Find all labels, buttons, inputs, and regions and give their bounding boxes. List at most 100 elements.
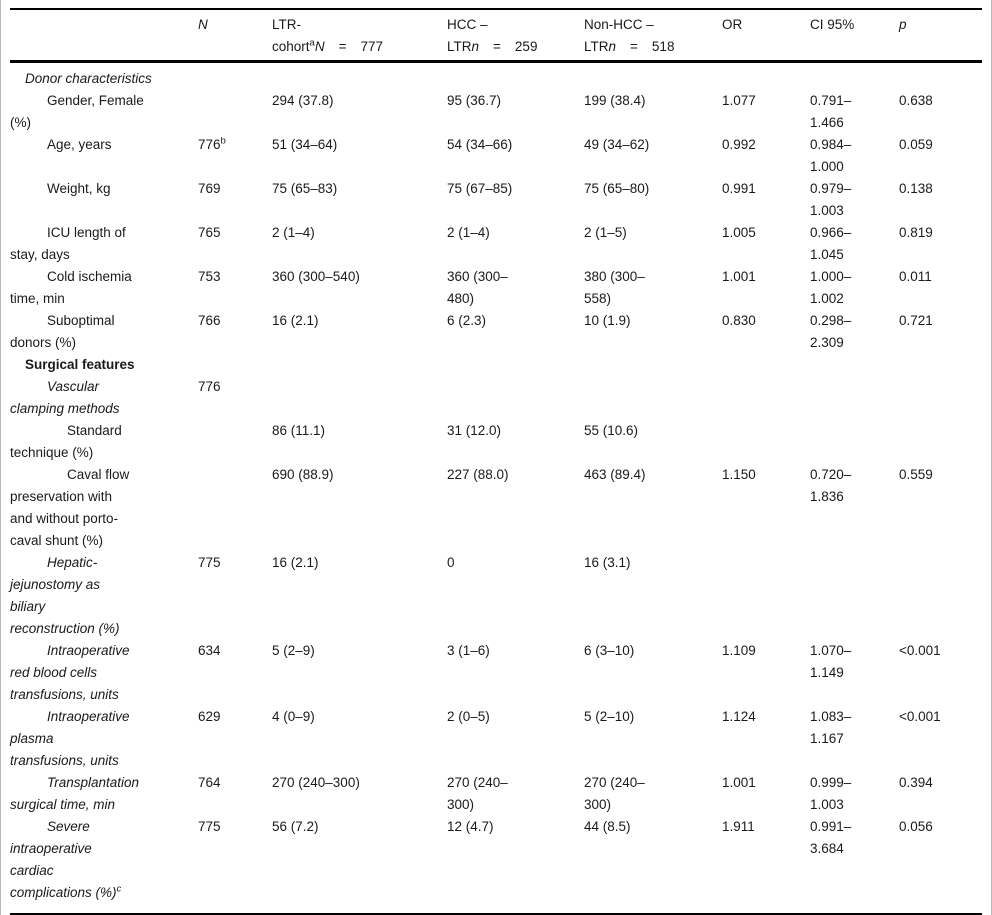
cell-ltr: 56 (7.2) (272, 816, 447, 914)
table-row-cold-ischemia-time: Cold ischemia time, min 753 360 (300–540… (10, 266, 982, 310)
cell-or (722, 420, 810, 464)
cell-label: Hepatic- jejunostomy as biliary reconstr… (10, 552, 198, 640)
header-or-text: OR (722, 17, 743, 32)
cell-hcc: 95 (36.7) (447, 90, 584, 134)
cell-text: 1.083– 1.167 (810, 709, 852, 746)
cell-ltr: 75 (65–83) (272, 178, 447, 222)
cell-text: 3 (1–6) (447, 643, 490, 658)
cell-text: 0 (447, 555, 455, 570)
cell-nonhcc: 44 (8.5) (584, 816, 722, 914)
cell-text: 227 (88.0) (447, 467, 509, 482)
header-ci-text: CI 95% (810, 17, 855, 32)
cell-ci: 0.984– 1.000 (810, 134, 899, 178)
cell-text: 764 (198, 775, 221, 790)
cell-or: 1.077 (722, 90, 810, 134)
cell-n: 753 (198, 266, 272, 310)
cell-or: 1.005 (722, 222, 810, 266)
table-row-transplantation-surgical-time: Transplantation surgical time, min 764 2… (10, 772, 982, 816)
cell-text: 629 (198, 709, 221, 724)
table-row-standard-technique: Standard technique (%) 86 (11.1) 31 (12.… (10, 420, 982, 464)
cell-text: Severe intraoperative cardiac complicati… (10, 819, 117, 900)
cell-text: 270 (240– 300) (584, 775, 645, 812)
cell-text: 49 (34–62) (584, 137, 650, 152)
cell-ci (810, 552, 899, 640)
cell-text: 0.979– 1.003 (810, 181, 852, 218)
cell-ltr: 5 (2–9) (272, 640, 447, 706)
cell-ltr: 294 (37.8) (272, 90, 447, 134)
cell-text: 294 (37.8) (272, 93, 334, 108)
cell-text: 776 (198, 137, 221, 152)
cell-nonhcc: 270 (240– 300) (584, 772, 722, 816)
table-row-age-years: Age, years 776b 51 (34–64) 54 (34–66) 49… (10, 134, 982, 178)
cell-text: 765 (198, 225, 221, 240)
cell-nonhcc: 5 (2–10) (584, 706, 722, 772)
cell-text: 0.298– 2.309 (810, 313, 852, 350)
header-nonhcc-equals: = (630, 39, 638, 54)
cell-hcc: 360 (300– 480) (447, 266, 584, 310)
header-ltr-equals: = (338, 39, 347, 54)
cell-or (722, 354, 810, 376)
cell-label: Vascular clamping methods (10, 376, 198, 420)
cell-text: 1.001 (722, 775, 756, 790)
cell-text: 0.721 (899, 313, 933, 328)
cell-hcc: 6 (2.3) (447, 310, 584, 354)
cell-or: 1.124 (722, 706, 810, 772)
header-p-text: p (899, 17, 907, 32)
header-col-n: N (198, 9, 272, 63)
cell-text: Cold ischemia time, min (10, 269, 132, 306)
cell-text: Vascular clamping methods (10, 379, 120, 416)
cell-hcc: 227 (88.0) (447, 464, 584, 552)
cell-text: 75 (65–80) (584, 181, 650, 196)
cell-or: 1.911 (722, 816, 810, 914)
cell-ltr (272, 376, 447, 420)
cell-ci: 0.979– 1.003 (810, 178, 899, 222)
cell-label: Weight, kg (10, 178, 198, 222)
cell-p: 0.056 (899, 816, 982, 914)
header-hcc-count: 259 (514, 39, 538, 54)
cell-nonhcc: 10 (1.9) (584, 310, 722, 354)
cell-text: 2 (1–4) (272, 225, 315, 240)
cell-p: 0.011 (899, 266, 982, 310)
cell-text: 463 (89.4) (584, 467, 646, 482)
cell-or (722, 552, 810, 640)
cell-text: 5 (2–9) (272, 643, 315, 658)
cell-text: 75 (65–83) (272, 181, 338, 196)
cell-p (899, 62, 982, 91)
cell-hcc (447, 62, 584, 91)
cell-text: Transplantation surgical time, min (10, 775, 140, 812)
table-row-hepatic-jejunostomy: Hepatic- jejunostomy as biliary reconstr… (10, 552, 982, 640)
cell-hcc: 75 (67–85) (447, 178, 584, 222)
cell-label: Intraoperative plasma transfusions, unit… (10, 706, 198, 772)
cell-nonhcc (584, 354, 722, 376)
cell-hcc (447, 354, 584, 376)
cell-text: 634 (198, 643, 221, 658)
cell-text: 55 (10.6) (584, 423, 639, 438)
cell-text: 753 (198, 269, 221, 284)
cell-nonhcc: 2 (1–5) (584, 222, 722, 266)
cell-hcc: 3 (1–6) (447, 640, 584, 706)
cell-ltr: 16 (2.1) (272, 310, 447, 354)
cell-text: 1.077 (722, 93, 756, 108)
cell-p (899, 552, 982, 640)
cell-p: <0.001 (899, 706, 982, 772)
cell-text: 1.150 (722, 467, 756, 482)
table-row-icu-length-of-stay: ICU length of stay, days 765 2 (1–4) 2 (… (10, 222, 982, 266)
cell-nonhcc: 55 (10.6) (584, 420, 722, 464)
header-nonhcc-base: LTR (584, 39, 609, 54)
table-row-intraop-rbc-transfusions: Intraoperative red blood cells transfusi… (10, 640, 982, 706)
cell-text: 0.394 (899, 775, 933, 790)
cell-text: Intraoperative red blood cells transfusi… (10, 643, 130, 702)
cell-n: 776 (198, 376, 272, 420)
cell-ci: 0.999– 1.003 (810, 772, 899, 816)
cell-or: 0.992 (722, 134, 810, 178)
cell-hcc: 0 (447, 552, 584, 640)
cell-text: 95 (36.7) (447, 93, 502, 108)
header-col-ci: CI 95% (810, 9, 899, 63)
cell-text: 360 (300–540) (272, 269, 360, 284)
cell-text: 1.001 (722, 269, 756, 284)
cell-label: Severe intraoperative cardiac complicati… (10, 816, 198, 914)
table-row-vascular-clamping-methods: Vascular clamping methods 776 (10, 376, 982, 420)
cell-text: 1.911 (722, 819, 755, 834)
cell-text: 766 (198, 313, 221, 328)
